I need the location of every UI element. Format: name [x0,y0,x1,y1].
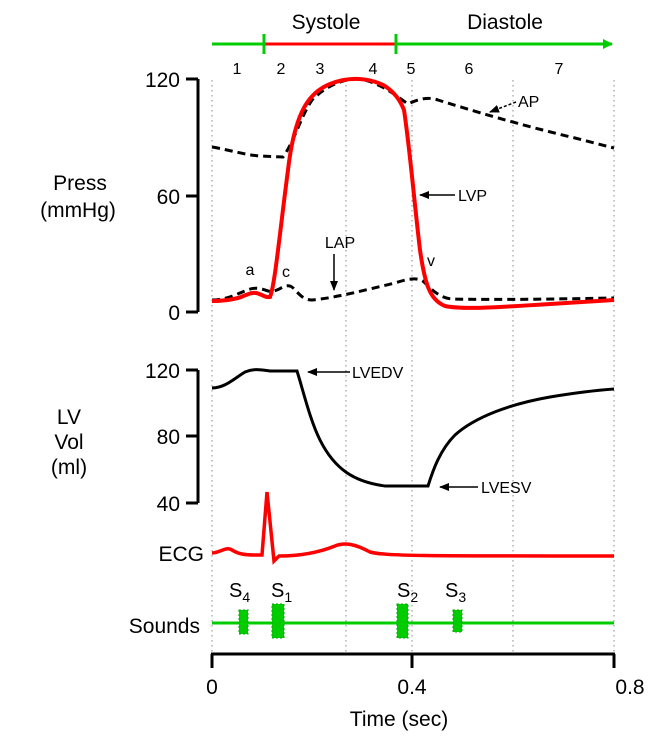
volume-axis-units: (ml) [51,456,87,479]
v-wave-label: v [427,253,435,270]
time-tick-label: 0.4 [397,676,427,699]
s1-label: S1 [271,580,292,605]
pressure-axis-title: Press [53,172,107,195]
pressure-panel: 120 60 0 Press (mmHg) a c v AP LVP LAP [40,69,615,325]
a-wave-label: a [246,262,255,279]
volume-axis-title: LV [57,406,81,429]
time-axis-title: Time (sec) [350,708,448,731]
c-wave-label: c [282,264,290,281]
pressure-tick-label: 60 [157,186,180,209]
s2-marker [396,603,409,639]
pressure-axis-units: (mmHg) [40,199,116,222]
volume-tick-label: 120 [145,360,180,383]
volume-axis-title-2: Vol [54,431,83,454]
lvp-curve [211,77,615,310]
phase-number: 6 [465,61,474,78]
systole-label: Systole [292,11,361,34]
pressure-tick-label: 0 [168,302,180,325]
pressure-tick-label: 120 [145,69,180,92]
lv-volume-curve [211,368,615,488]
lap-curve [211,277,615,302]
diastole-label: Diastole [467,11,543,34]
s4-marker [238,609,249,635]
ap-curve [211,77,615,159]
ecg-panel: ECG [158,491,615,566]
ap-arrow [489,101,517,113]
volume-panel: 120 80 40 LV Vol (ml) LVEDV LVESV [51,360,615,516]
s2-label: S2 [397,580,418,605]
ecg-trace [211,491,615,565]
s3-marker [452,609,463,633]
phase-number: 7 [555,61,564,78]
phase-number: 3 [316,61,325,78]
lvesv-label: LVESV [481,480,532,497]
time-axis: 0 0.4 0.8 Time (sec) [206,652,645,731]
lvp-label: LVP [458,188,487,205]
lap-label: LAP [325,235,355,252]
phase-number: 5 [407,61,416,78]
s1-marker [271,603,285,639]
time-gridlines [211,80,615,655]
sounds-panel: Sounds S4 S1 S2 S3 [129,580,614,639]
sounds-label: Sounds [129,615,200,638]
phase-number: 1 [233,61,242,78]
ecg-label: ECG [158,543,204,566]
lvedv-label: LVEDV [352,365,404,382]
volume-tick-label: 80 [157,426,180,449]
ap-label: AP [518,94,539,111]
phase-number: 4 [369,61,378,78]
phase-number: 2 [277,61,286,78]
time-tick-label: 0 [206,676,218,699]
phase-bar: Systole Diastole 1 2 3 4 5 6 7 [212,11,613,78]
s3-label: S3 [445,580,466,605]
time-tick-label: 0.8 [615,676,644,699]
s4-label: S4 [229,580,250,605]
volume-tick-label: 40 [157,493,180,516]
